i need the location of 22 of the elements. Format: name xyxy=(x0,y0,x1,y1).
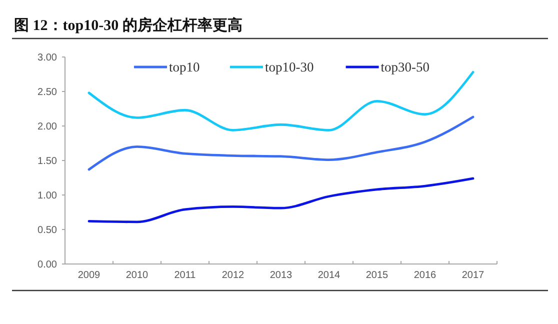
y-tick-label: 0.00 xyxy=(38,260,58,270)
y-tick-label: 1.50 xyxy=(38,156,58,167)
x-tick-label: 2014 xyxy=(318,270,341,281)
legend-label: top10-30 xyxy=(265,60,314,74)
x-tick-label: 2010 xyxy=(126,270,149,281)
y-tick-label: 1.00 xyxy=(38,190,58,202)
x-tick-label: 2016 xyxy=(414,270,437,281)
legend-label: top30-50 xyxy=(380,60,430,74)
y-tick-label: 2.00 xyxy=(38,122,58,132)
x-tick-label: 2013 xyxy=(270,270,293,281)
y-tick-label: 2.50 xyxy=(38,87,58,98)
x-tick-label: 2015 xyxy=(366,270,389,281)
x-tick-label: 2012 xyxy=(222,270,245,281)
x-tick-label: 2011 xyxy=(174,270,196,281)
x-tick-label: 2017 xyxy=(462,270,485,281)
y-tick-label: 0.50 xyxy=(38,225,58,236)
legend-label: top10 xyxy=(169,60,200,74)
y-tick-label: 3.00 xyxy=(38,52,58,64)
line-series xyxy=(88,116,474,171)
line-series xyxy=(88,177,474,224)
chart-title: 图 12：top10-30 的房企杠杆率更高 xyxy=(14,16,242,34)
x-tick-label: 2009 xyxy=(78,270,101,281)
